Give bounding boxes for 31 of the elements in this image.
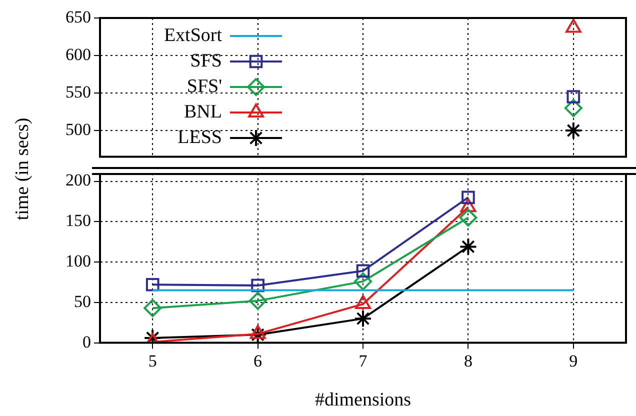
y-tick-label: 200	[66, 170, 91, 190]
point	[459, 208, 478, 227]
point	[354, 310, 372, 328]
y-tick-label: 50	[74, 292, 91, 311]
y-axis-title: time (in secs)	[12, 116, 34, 222]
x-tick-label: 6	[254, 351, 262, 370]
legend-label: SFS	[190, 50, 222, 72]
point	[462, 190, 475, 204]
y-tick-label: 100	[66, 252, 91, 271]
point	[354, 272, 372, 290]
y-tick-label: 500	[66, 120, 91, 140]
legend-label: LESS	[178, 126, 222, 148]
x-tick-label: 9	[569, 351, 578, 370]
point	[146, 278, 160, 292]
point	[248, 292, 267, 310]
x-tick-label: 7	[358, 351, 368, 370]
y-tick-label: 550	[66, 82, 91, 102]
x-tick-label: 5	[148, 351, 157, 370]
point	[251, 278, 264, 292]
legend-label: SFS'	[186, 76, 222, 97]
y-tick-label: 600	[66, 44, 91, 64]
point	[356, 264, 370, 278]
y-tick-label: 150	[66, 211, 91, 230]
x-tick-label: 8	[464, 351, 472, 370]
x-axis-title: #dimensions	[314, 390, 412, 411]
point	[144, 299, 162, 318]
y-tick-label: 650	[66, 7, 91, 26]
legend-label: BNL	[184, 101, 222, 122]
y-tick-label: 0	[82, 332, 91, 352]
point	[459, 238, 478, 256]
legend-label: ExtSort	[164, 24, 223, 46]
